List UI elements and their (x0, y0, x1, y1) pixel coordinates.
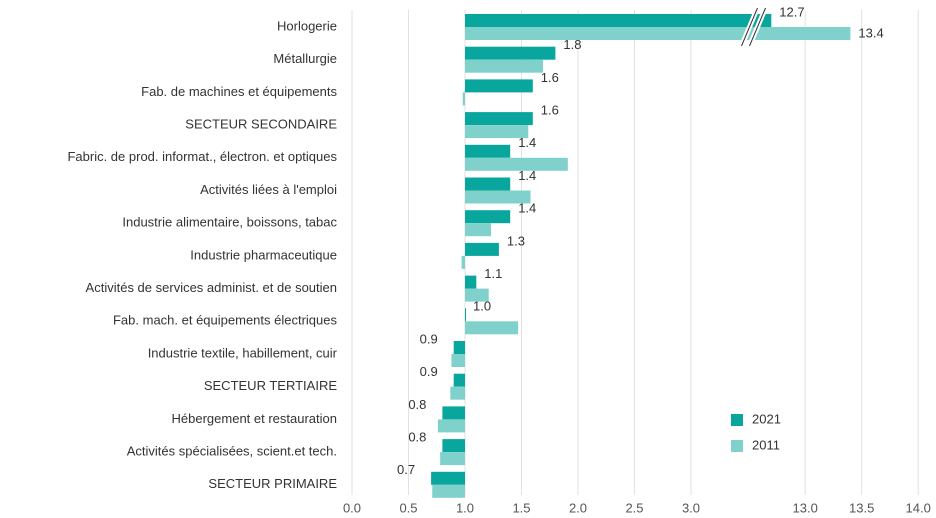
bar (465, 321, 519, 335)
category-label: Industrie textile, habillement, cuir (148, 345, 338, 360)
data-label: 1.1 (484, 266, 502, 281)
x-tick-label: 2.0 (569, 500, 587, 515)
bar (432, 484, 465, 498)
bar (465, 125, 529, 139)
bar (431, 471, 465, 485)
bar (465, 242, 499, 256)
legend-label: 2011 (752, 437, 780, 452)
axis-break (749, 7, 766, 47)
bar (437, 419, 465, 433)
bar (465, 288, 489, 302)
data-label: 1.4 (518, 201, 536, 216)
category-label: Activités spécialisées, scient.et tech. (127, 444, 337, 459)
x-tick-label: 13.0 (793, 500, 818, 515)
data-label: 1.6 (541, 70, 559, 85)
data-label: 1.8 (563, 37, 581, 52)
category-label: Industrie alimentaire, boissons, tabac (122, 215, 337, 230)
data-label: 0.8 (408, 397, 426, 412)
axis-break (741, 7, 758, 47)
bar (465, 210, 511, 224)
category-label: Activités liées à l'emploi (200, 182, 337, 197)
x-tick-label: 14.0 (906, 500, 931, 515)
data-label: 1.3 (507, 233, 525, 248)
bar (465, 190, 531, 204)
data-label: 13.4 (858, 25, 883, 40)
bar (440, 452, 465, 466)
bar (462, 92, 465, 106)
bar (453, 373, 465, 387)
data-label: 0.8 (408, 430, 426, 445)
bar (465, 275, 477, 289)
data-label: 1.6 (541, 103, 559, 118)
category-label: SECTEUR TERTIAIRE (204, 378, 337, 393)
category-label: Fabric. de prod. informat., électron. et… (67, 149, 337, 164)
data-label: 1.4 (518, 135, 536, 150)
bar (465, 144, 511, 158)
bar (465, 46, 556, 60)
bar (465, 157, 568, 171)
data-label: 0.9 (420, 331, 438, 346)
bar (465, 79, 533, 93)
category-label: Métallurgie (273, 51, 337, 66)
bar (453, 341, 465, 354)
category-label: Fab. de machines et équipements (141, 84, 337, 99)
bar (461, 255, 465, 269)
bar (465, 14, 772, 27)
category-label: Horlogerie (277, 18, 337, 33)
data-label: 12.7 (779, 4, 804, 19)
x-tick-label: 13.5 (849, 500, 874, 515)
bar (465, 27, 851, 40)
bar (450, 386, 465, 400)
legend-label: 2021 (752, 411, 781, 426)
x-tick-label: 0.0 (343, 500, 361, 515)
category-label: SECTEUR PRIMAIRE (208, 476, 337, 491)
data-label: 1.4 (518, 168, 536, 183)
bar (465, 223, 491, 237)
data-label: 0.9 (420, 364, 438, 379)
x-tick-label: 2.5 (625, 500, 643, 515)
data-label: 1.0 (473, 299, 491, 314)
category-label: Industrie pharmaceutique (190, 247, 337, 262)
legend-swatch (731, 414, 743, 426)
category-label: SECTEUR SECONDAIRE (185, 117, 337, 132)
data-label: 0.7 (397, 462, 415, 477)
bar (465, 59, 543, 73)
bar (465, 112, 533, 126)
category-label: Hébergement et restauration (172, 411, 337, 426)
x-tick-label: 1.0 (456, 500, 474, 515)
bar (465, 308, 466, 322)
category-label: Fab. mach. et équipements électriques (113, 313, 338, 328)
category-label: Activités de services administ. et de so… (86, 280, 337, 295)
bar (442, 439, 465, 453)
x-tick-label: 3.0 (682, 500, 700, 515)
bar (465, 177, 511, 191)
x-tick-label: 1.5 (512, 500, 530, 515)
legend-swatch (731, 440, 743, 452)
bar (451, 354, 465, 367)
bar (442, 406, 465, 420)
x-tick-label: 0.5 (399, 500, 417, 515)
